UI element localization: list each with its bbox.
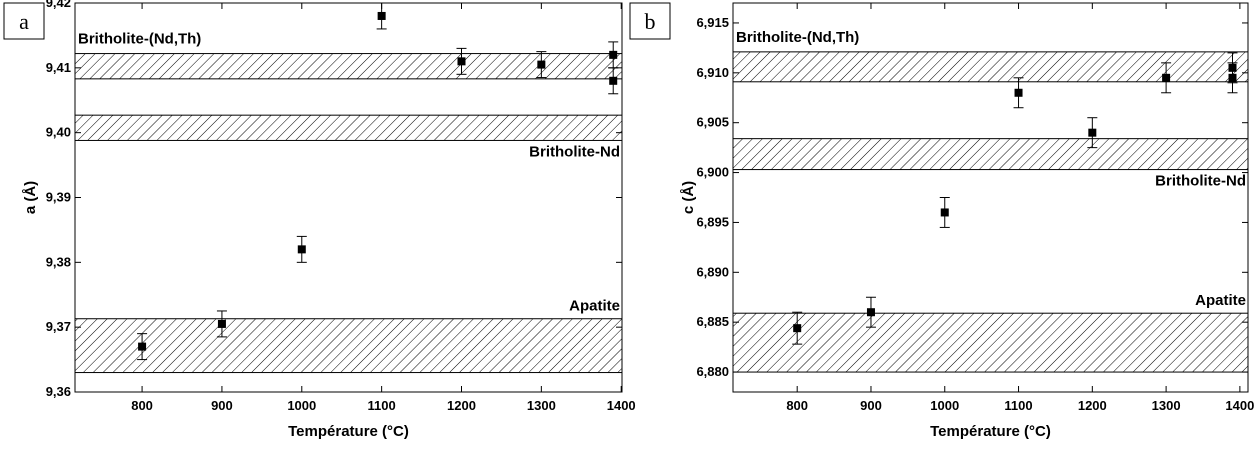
band-label: Apatite: [1195, 292, 1246, 309]
y-tick-label: 9,42: [46, 0, 71, 10]
y-tick-label: 6,915: [696, 15, 729, 30]
band: [74, 114, 623, 141]
y-tick-label: 9,40: [46, 125, 71, 140]
x-tick-label: 1400: [607, 398, 636, 413]
point: [1014, 88, 1023, 97]
y-tick-label: 9,37: [46, 319, 71, 334]
point: [138, 342, 147, 351]
x-axis-title: Température (°C): [288, 423, 409, 440]
point: [793, 324, 802, 333]
y-tick-label: 9,38: [46, 254, 71, 269]
point: [217, 319, 226, 328]
x-tick-label: 1200: [447, 398, 476, 413]
band-label: Apatite: [569, 298, 620, 315]
point: [609, 76, 618, 85]
point: [866, 308, 875, 317]
y-tick-label: 9,41: [46, 60, 71, 75]
y-tick-label: 6,905: [696, 115, 729, 130]
x-tick-label: 900: [211, 398, 233, 413]
x-tick-label: 900: [860, 398, 882, 413]
point: [609, 50, 618, 59]
band: [732, 138, 1249, 171]
x-tick-label: 1100: [368, 398, 396, 413]
band: [732, 51, 1249, 83]
x-tick-label: 1300: [1152, 398, 1181, 413]
point: [1088, 128, 1097, 137]
point: [1228, 63, 1237, 72]
band-label: Britholite-(Nd,Th): [736, 29, 859, 46]
panel-box: [629, 2, 671, 40]
plot-frame: [732, 2, 1249, 393]
x-tick-label: 1400: [1225, 398, 1254, 413]
x-tick-label: 1000: [287, 398, 316, 413]
y-tick-label: 6,895: [696, 214, 729, 229]
band: [74, 318, 623, 374]
x-tick-label: 1000: [930, 398, 959, 413]
y-axis-title: c (Å): [680, 181, 697, 214]
point: [537, 60, 546, 69]
band-label: Britholite-Nd: [1155, 173, 1246, 190]
y-tick-label: 6,900: [696, 165, 729, 180]
point: [297, 245, 306, 254]
band-label: Britholite-(Nd,Th): [78, 31, 201, 48]
band: [732, 312, 1249, 373]
y-tick-label: 6,910: [696, 65, 729, 80]
x-tick-label: 800: [786, 398, 808, 413]
point: [940, 208, 949, 217]
point: [1162, 73, 1171, 82]
point: [377, 11, 386, 20]
panel-label: a: [19, 9, 29, 34]
x-tick-label: 1100: [1004, 398, 1032, 413]
panel-box: [3, 2, 45, 40]
point: [457, 57, 466, 66]
y-tick-label: 6,880: [696, 364, 729, 379]
y-tick-label: 6,885: [696, 314, 729, 329]
panel-label: b: [645, 9, 656, 34]
x-tick-label: 800: [131, 398, 153, 413]
band: [74, 53, 623, 80]
x-tick-label: 1300: [527, 398, 556, 413]
x-tick-label: 1200: [1078, 398, 1107, 413]
y-tick-label: 6,890: [696, 264, 729, 279]
y-axis-title: a (Å): [22, 181, 39, 214]
y-tick-label: 9,36: [46, 384, 71, 399]
band-label: Britholite-Nd: [529, 143, 620, 160]
y-tick-label: 9,39: [46, 190, 71, 205]
x-axis-title: Température (°C): [930, 423, 1051, 440]
